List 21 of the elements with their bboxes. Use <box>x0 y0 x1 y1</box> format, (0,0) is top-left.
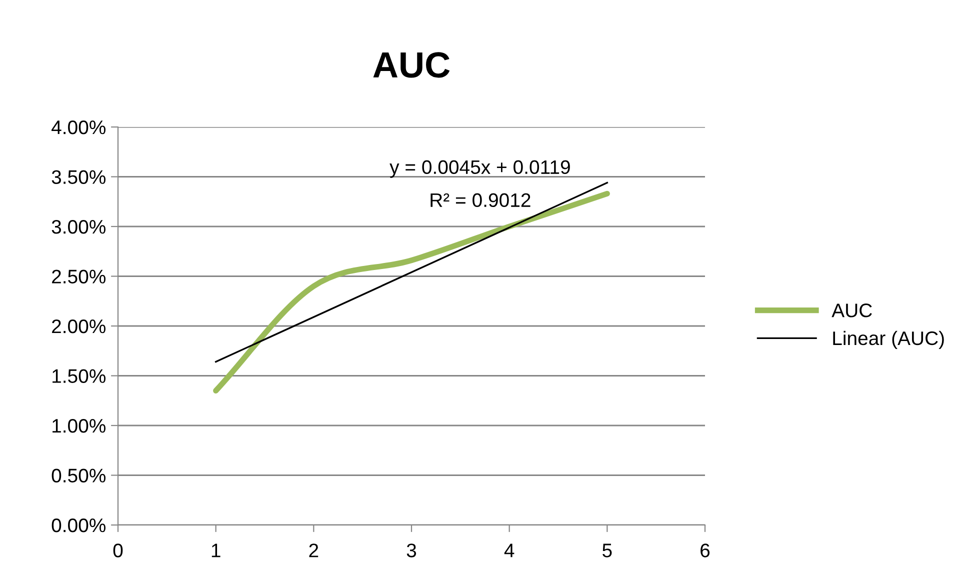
annotation: R² = 0.9012 <box>430 193 530 208</box>
y-tick-label: 3.50% <box>52 170 106 184</box>
x-tick-label: 1 <box>212 544 220 558</box>
y-tick-label: 0.50% <box>52 468 106 482</box>
x-tick-label: 5 <box>602 544 612 558</box>
x-tick-label: 6 <box>700 544 710 558</box>
x-tick-label: 0 <box>113 544 123 558</box>
x-tick-label: 4 <box>504 544 514 558</box>
legend-label: AUC <box>832 304 872 318</box>
y-tick-label: 0.00% <box>52 518 106 532</box>
y-tick-label: 1.50% <box>52 369 106 383</box>
y-tick-label: 2.00% <box>52 319 106 334</box>
x-tick-label: 2 <box>309 544 318 558</box>
y-tick-label: 1.00% <box>52 418 106 433</box>
x-tick-label: 3 <box>406 544 416 558</box>
y-tick-label: 3.00% <box>52 220 106 234</box>
chart-title: AUC <box>373 52 450 78</box>
annotation: y = 0.0045x + 0.0119 <box>390 160 570 178</box>
y-tick-label: 2.50% <box>52 270 106 284</box>
legend-label: Linear (AUC) <box>833 330 944 349</box>
y-tick-label: 4.00% <box>52 120 106 134</box>
